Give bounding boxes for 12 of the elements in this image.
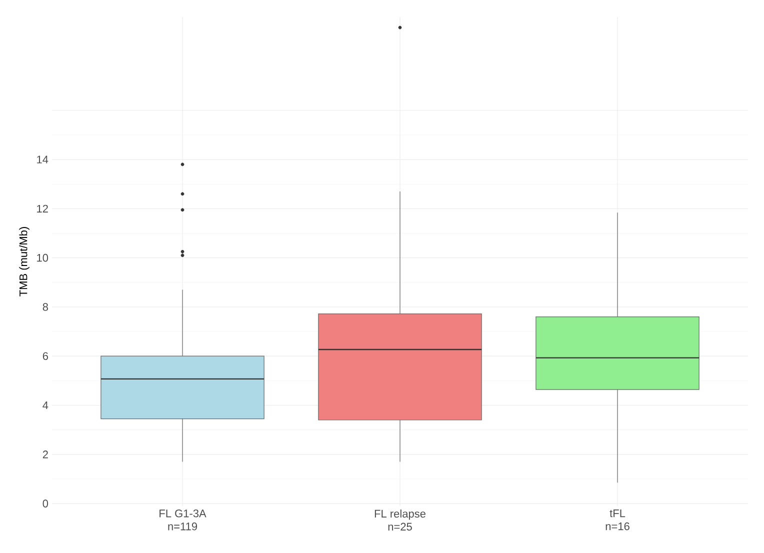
x-tick-label: FL G1-3A n=119 (160, 510, 206, 530)
y-tick-label: 8 (42, 303, 48, 311)
y-tick-label: 6 (42, 352, 48, 360)
y-tick-label: 0 (42, 500, 48, 508)
y-tick-label: 12 (37, 204, 48, 213)
y-tick-label: 10 (37, 254, 48, 262)
x-tick-label: FL relapse n=25 (374, 510, 426, 531)
y-tick-label: 2 (42, 450, 48, 458)
y-tick-label: 4 (42, 401, 48, 410)
y-axis-title: TMB (mut/Mb) (19, 227, 30, 296)
x-tick-label: tFL n=16 (606, 510, 630, 530)
y-tick-label: 14 (37, 156, 48, 164)
